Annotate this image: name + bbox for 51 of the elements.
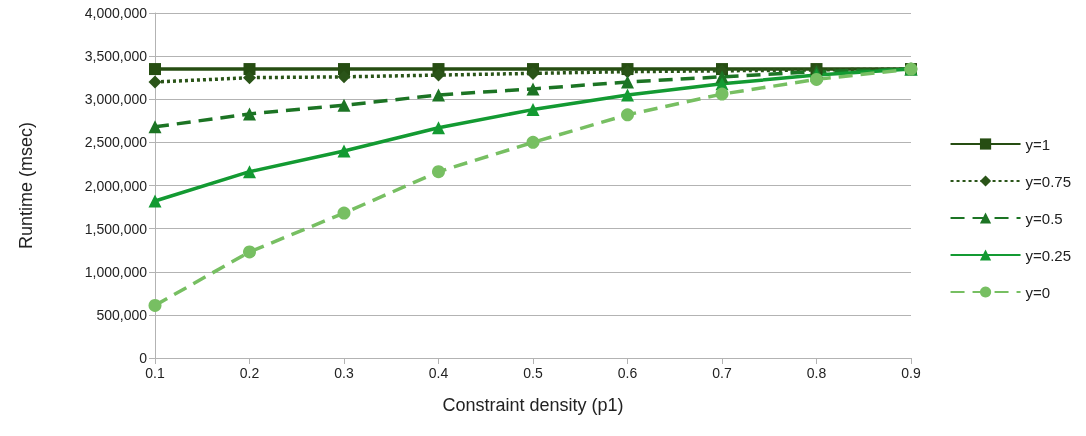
legend-label: y=0.5	[1025, 209, 1063, 227]
point	[337, 98, 351, 112]
point	[243, 245, 256, 259]
point	[621, 108, 634, 122]
x-tick-label: 0.6	[617, 365, 638, 381]
y-tick-label: 1,000,000	[84, 263, 148, 280]
x-tick-label: 0.2	[239, 365, 260, 381]
point	[243, 107, 256, 121]
point	[243, 165, 256, 179]
x-tick-label: 0.7	[712, 365, 732, 381]
point	[526, 135, 540, 149]
x-tick-label: 0.4	[428, 365, 449, 381]
point	[243, 71, 256, 85]
point	[432, 165, 445, 179]
y-tick-label: 1,500,000	[84, 220, 148, 237]
point	[148, 120, 162, 134]
point	[337, 206, 351, 220]
point	[621, 88, 634, 102]
point	[337, 144, 351, 158]
y-tick-label: 500,000	[96, 306, 148, 323]
x-tick-label: 0.9	[901, 365, 921, 381]
point	[148, 298, 162, 312]
y-tick-label: 3,500,000	[84, 48, 148, 65]
legend-label: y=0.75	[1025, 172, 1072, 190]
y-axis-title: Runtime (msec)	[16, 121, 36, 250]
legend-label: y=0.25	[1025, 246, 1072, 264]
y-tick-label: 2,000,000	[84, 177, 148, 194]
point	[432, 68, 445, 82]
legend-label: y=0	[1025, 283, 1051, 301]
point	[810, 72, 823, 86]
point	[621, 75, 634, 89]
point	[337, 70, 351, 84]
point	[526, 82, 540, 96]
point	[715, 87, 729, 101]
point	[149, 63, 161, 76]
x-tick-label: 0.8	[806, 365, 827, 381]
x-tick-label: 0.1	[145, 365, 165, 381]
x-axis-title: Constraint density (p1)	[442, 395, 624, 415]
y-tick-label: 3,000,000	[84, 91, 148, 108]
y-tick-label: 2,500,000	[84, 134, 148, 151]
point	[148, 75, 162, 89]
x-tick-label: 0.5	[523, 365, 543, 381]
y-tick-label: 0	[139, 350, 148, 366]
y-tick-label: 4,000,000	[84, 5, 148, 21]
x-tick-label: 0.3	[334, 365, 354, 381]
point	[432, 121, 445, 135]
legend-label: y=1	[1025, 135, 1051, 153]
point	[148, 194, 162, 208]
point	[526, 66, 540, 80]
point	[526, 103, 540, 117]
point	[432, 88, 445, 102]
